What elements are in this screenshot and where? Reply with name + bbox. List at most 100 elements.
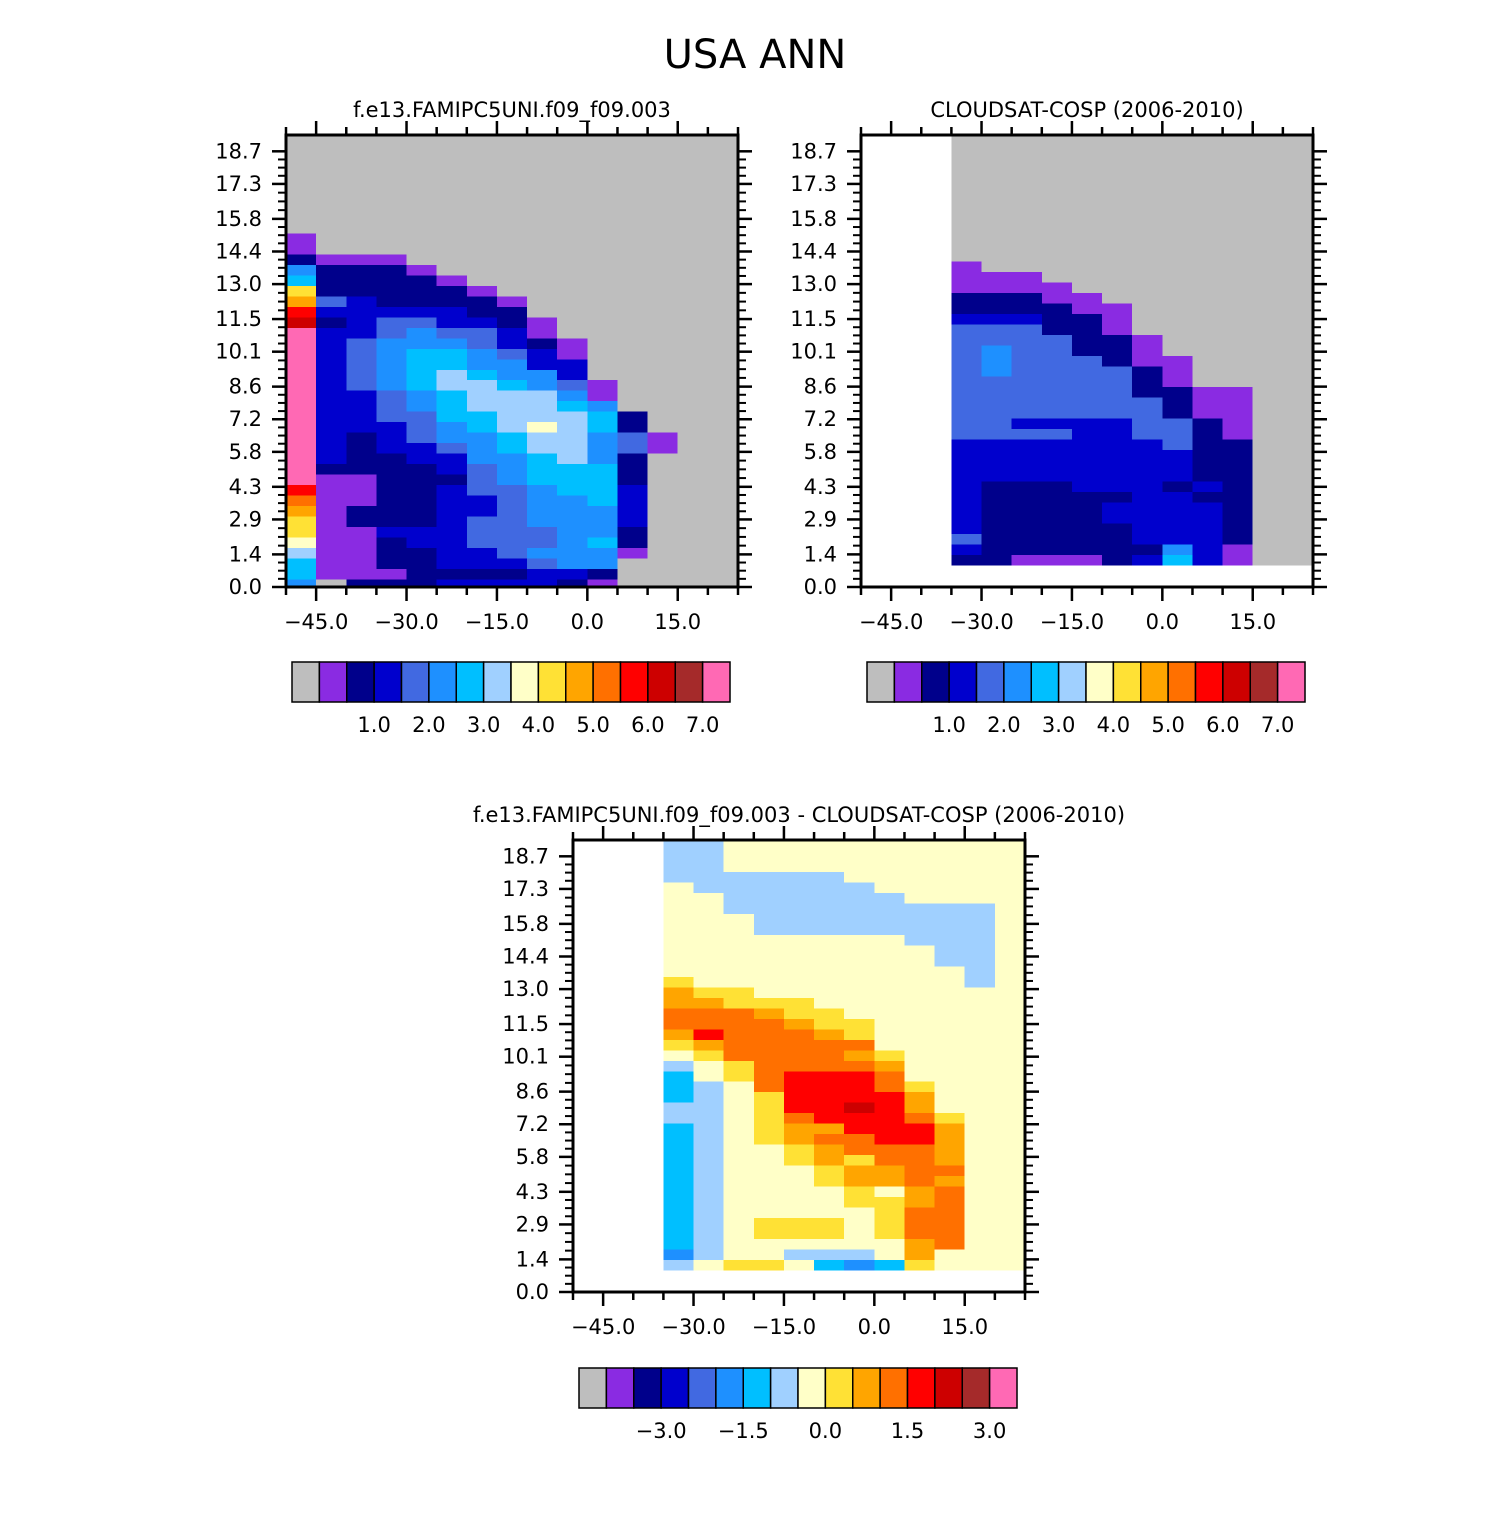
- heatmap-cell: [964, 1049, 996, 1061]
- heatmap-cell: [844, 902, 875, 914]
- heatmap-cell: [994, 1081, 1026, 1093]
- heatmap-cell: [316, 379, 347, 391]
- heatmap-cell: [753, 892, 785, 904]
- heatmap-cell: [783, 1196, 815, 1208]
- heatmap-cell: [406, 432, 438, 444]
- heatmap-cell: [1222, 187, 1254, 199]
- heatmap-cell: [436, 316, 468, 328]
- heatmap-cell: [1222, 260, 1254, 272]
- heatmap-cell: [934, 1039, 966, 1051]
- colorbar-box: [1140, 661, 1169, 703]
- heatmap-cell: [346, 211, 377, 223]
- heatmap-cell: [466, 316, 498, 328]
- heatmap-cell: [647, 222, 679, 234]
- heatmap-cell: [981, 334, 1013, 346]
- heatmap-cell: [527, 411, 558, 423]
- heatmap-cell: [466, 243, 498, 255]
- heatmap-cell: [934, 1154, 966, 1166]
- heatmap-cell: [376, 264, 408, 276]
- heatmap-cell: [994, 1112, 1026, 1124]
- heatmap-cell: [677, 169, 709, 182]
- heatmap-cell: [617, 547, 649, 559]
- heatmap-cell: [316, 358, 347, 370]
- heatmap-cell: [1162, 418, 1194, 430]
- heatmap-cell: [723, 1248, 755, 1260]
- heatmap-cell: [647, 505, 679, 517]
- heatmap-cell: [557, 295, 588, 307]
- heatmap-cell: [1252, 376, 1284, 388]
- heatmap-cell: [376, 432, 408, 444]
- heatmap-cell: [783, 1091, 815, 1103]
- heatmap-cell: [1222, 355, 1254, 367]
- heatmap-cell: [406, 169, 438, 182]
- heatmap-cell: [994, 1070, 1026, 1082]
- heatmap-cell: [1071, 418, 1103, 430]
- heatmap-cell: [1041, 302, 1073, 314]
- heatmap-cell: [587, 547, 619, 559]
- colorbar-box: [1003, 661, 1033, 703]
- heatmap-cell: [557, 274, 588, 286]
- heatmap-cell: [617, 453, 649, 465]
- heatmap-cell: [527, 253, 558, 265]
- heatmap-cell: [677, 547, 709, 559]
- heatmap-cell: [904, 934, 936, 946]
- heatmap-cell: [663, 1217, 695, 1229]
- heatmap-cell: [466, 432, 498, 444]
- heatmap-cell: [814, 871, 845, 883]
- heatmap-cell: [647, 432, 679, 444]
- heatmap-cell: [1132, 418, 1163, 430]
- heatmap-cell: [1011, 554, 1043, 566]
- heatmap-cell: [753, 955, 785, 967]
- colorbar-box: [975, 661, 1005, 703]
- heatmap-cell: [376, 494, 408, 507]
- heatmap-cell: [693, 1018, 725, 1030]
- heatmap-cell: [1071, 522, 1103, 535]
- heatmap-cell: [964, 1196, 996, 1208]
- heatmap-cell: [1011, 470, 1043, 482]
- heatmap-cell: [316, 295, 347, 307]
- heatmap-cell: [1041, 449, 1073, 461]
- heatmap-cell: [783, 1018, 815, 1030]
- heatmap-cell: [981, 470, 1013, 482]
- heatmap-cell: [436, 169, 468, 182]
- heatmap-cell: [693, 1112, 725, 1124]
- heatmap-cell: [677, 306, 709, 318]
- heatmap-cell: [874, 923, 906, 935]
- heatmap-cell: [1071, 512, 1103, 524]
- heatmap-cell: [981, 386, 1013, 398]
- heatmap-cell: [436, 253, 468, 265]
- heatmap-cell: [346, 557, 377, 569]
- heatmap-cell: [753, 1196, 785, 1208]
- y-tick-label: 14.4: [790, 239, 837, 263]
- heatmap-cell: [557, 578, 588, 588]
- heatmap-cell: [1071, 135, 1103, 157]
- colorbar-label: 1.0: [357, 713, 390, 737]
- heatmap-cell: [994, 902, 1026, 914]
- heatmap-cell: [406, 358, 438, 370]
- colorbar-box: [1194, 661, 1224, 703]
- colorbar-box: [1222, 661, 1252, 703]
- heatmap-cell: [1192, 135, 1224, 157]
- heatmap-cell: [814, 986, 845, 998]
- heatmap-cell: [1132, 470, 1163, 482]
- heatmap-cell: [934, 871, 966, 883]
- heatmap-cell: [723, 1133, 755, 1145]
- heatmap-cell: [587, 557, 619, 569]
- y-tick-label: 2.9: [516, 1212, 549, 1236]
- heatmap-cell: [647, 358, 679, 370]
- colorbar-label: 6.0: [631, 713, 664, 737]
- heatmap-cell: [316, 274, 347, 286]
- heatmap-cell: [316, 536, 347, 548]
- colorbar-box: [797, 1367, 827, 1409]
- heatmap-cell: [617, 159, 649, 171]
- heatmap-cell: [663, 1060, 695, 1072]
- heatmap-cell: [1102, 470, 1133, 482]
- heatmap-cell: [693, 1175, 725, 1187]
- heatmap-cell: [346, 243, 377, 255]
- heatmap-cell: [617, 432, 649, 444]
- heatmap-cell: [1282, 376, 1314, 388]
- heatmap-cell: [1252, 449, 1284, 461]
- heatmap-cell: [1252, 543, 1284, 555]
- heatmap-cell: [376, 515, 408, 528]
- heatmap-cell: [994, 913, 1026, 925]
